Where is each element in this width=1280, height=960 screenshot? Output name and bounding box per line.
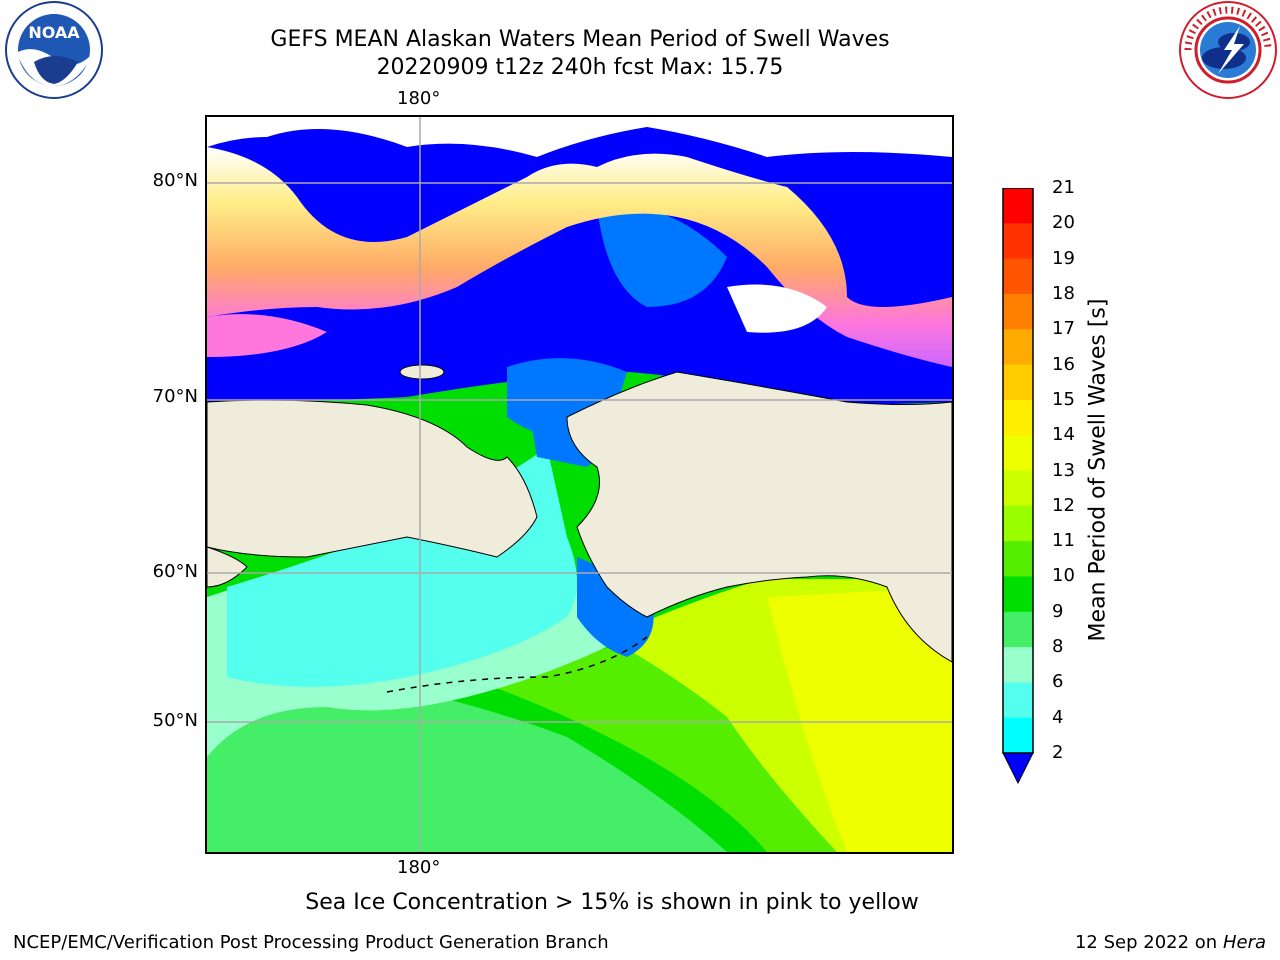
colorbar-bin-17 — [1003, 329, 1033, 366]
latitude-label-60n: 60°N — [152, 561, 198, 582]
colorbar-bin-18 — [1003, 293, 1033, 330]
longitude-label-top: 180° — [397, 88, 441, 109]
colorbar-tick-10: 10 — [1052, 565, 1075, 587]
map-canvas — [207, 117, 952, 852]
latitude-label-70n: 70°N — [152, 386, 198, 407]
colorbar-tick-20: 20 — [1052, 212, 1075, 234]
colorbar-bin-6 — [1003, 682, 1033, 719]
sea-ice-band — [207, 147, 952, 367]
latitude-label-50n: 50°N — [152, 710, 198, 731]
colorbar-tick-6: 6 — [1052, 671, 1064, 693]
colorbar-tick-21: 21 — [1052, 177, 1075, 198]
colorbar-bin-9 — [1003, 611, 1033, 648]
aleutian-islands — [386, 636, 648, 693]
noaa-logo-text: NOAA — [28, 23, 80, 42]
colorbar-bin-8 — [1003, 647, 1033, 683]
colorbar-tick-18: 18 — [1052, 282, 1075, 304]
land-alaska — [566, 371, 952, 663]
colorbar-bin-21 — [1003, 188, 1033, 224]
colorbar-bin-14 — [1003, 435, 1033, 471]
colorbar-bin-10 — [1003, 576, 1033, 613]
colorbar-bin-20 — [1003, 223, 1033, 260]
colorbar-bin-4 — [1003, 717, 1033, 754]
swell-region-14s — [767, 587, 952, 852]
colorbar-bin-15 — [1003, 399, 1033, 436]
national-weather-service-logo-icon — [1179, 1, 1277, 99]
colorbar-tick-19: 19 — [1052, 247, 1075, 269]
colorbar-tick-4: 4 — [1052, 706, 1064, 728]
longitude-label-bottom: 180° — [397, 857, 441, 878]
colorbar-tick-13: 13 — [1052, 459, 1075, 481]
colorbar-bin-11 — [1003, 541, 1033, 577]
colorbar-bin-16 — [1003, 364, 1033, 401]
sea-ice-note: Sea Ice Concentration > 15% is shown in … — [305, 890, 919, 915]
swell-region-arctic-patch — [597, 205, 727, 307]
colorbar-tick-9: 9 — [1052, 600, 1064, 622]
sea-ice-open-patch — [727, 284, 827, 333]
colorbar-bin-13 — [1003, 470, 1033, 507]
colorbar-tick-14: 14 — [1052, 424, 1075, 446]
colorbar-bin-12 — [1003, 505, 1033, 542]
colorbar-tick-12: 12 — [1052, 494, 1075, 516]
colorbar-under-triangle — [1002, 752, 1034, 785]
colorbar-tick-2: 2 — [1052, 742, 1064, 763]
footer-machine-name: Hera — [1222, 932, 1266, 953]
swell-period-map — [205, 115, 954, 854]
footer-organization: NCEP/EMC/Verification Post Processing Pr… — [13, 932, 609, 953]
chart-subtitle: 20220909 t12z 240h fcst Max: 15.75 — [376, 55, 784, 80]
sea-ice-siberian — [207, 314, 327, 357]
land-kamchatka — [207, 546, 248, 588]
colorbar-tick-16: 16 — [1052, 353, 1075, 375]
colorbar-bin-19 — [1003, 258, 1033, 295]
colorbar-tick-17: 17 — [1052, 318, 1075, 340]
colorbar-tick-11: 11 — [1052, 530, 1075, 552]
land-wrangel-island — [399, 364, 445, 380]
latitude-label-80n: 80°N — [152, 170, 198, 191]
arctic-no-data — [207, 117, 952, 157]
noaa-logo-icon: NOAA — [5, 1, 103, 99]
colorbar — [1002, 188, 1034, 785]
land-siberia — [207, 399, 538, 558]
colorbar-tick-15: 15 — [1052, 388, 1075, 410]
colorbar-outline — [1002, 188, 1034, 754]
graticule — [207, 117, 952, 852]
colorbar-tick-8: 8 — [1052, 636, 1064, 658]
footer-date-machine: 12 Sep 2022 on Hera — [1074, 932, 1266, 953]
chart-title: GEFS MEAN Alaskan Waters Mean Period of … — [270, 27, 890, 52]
